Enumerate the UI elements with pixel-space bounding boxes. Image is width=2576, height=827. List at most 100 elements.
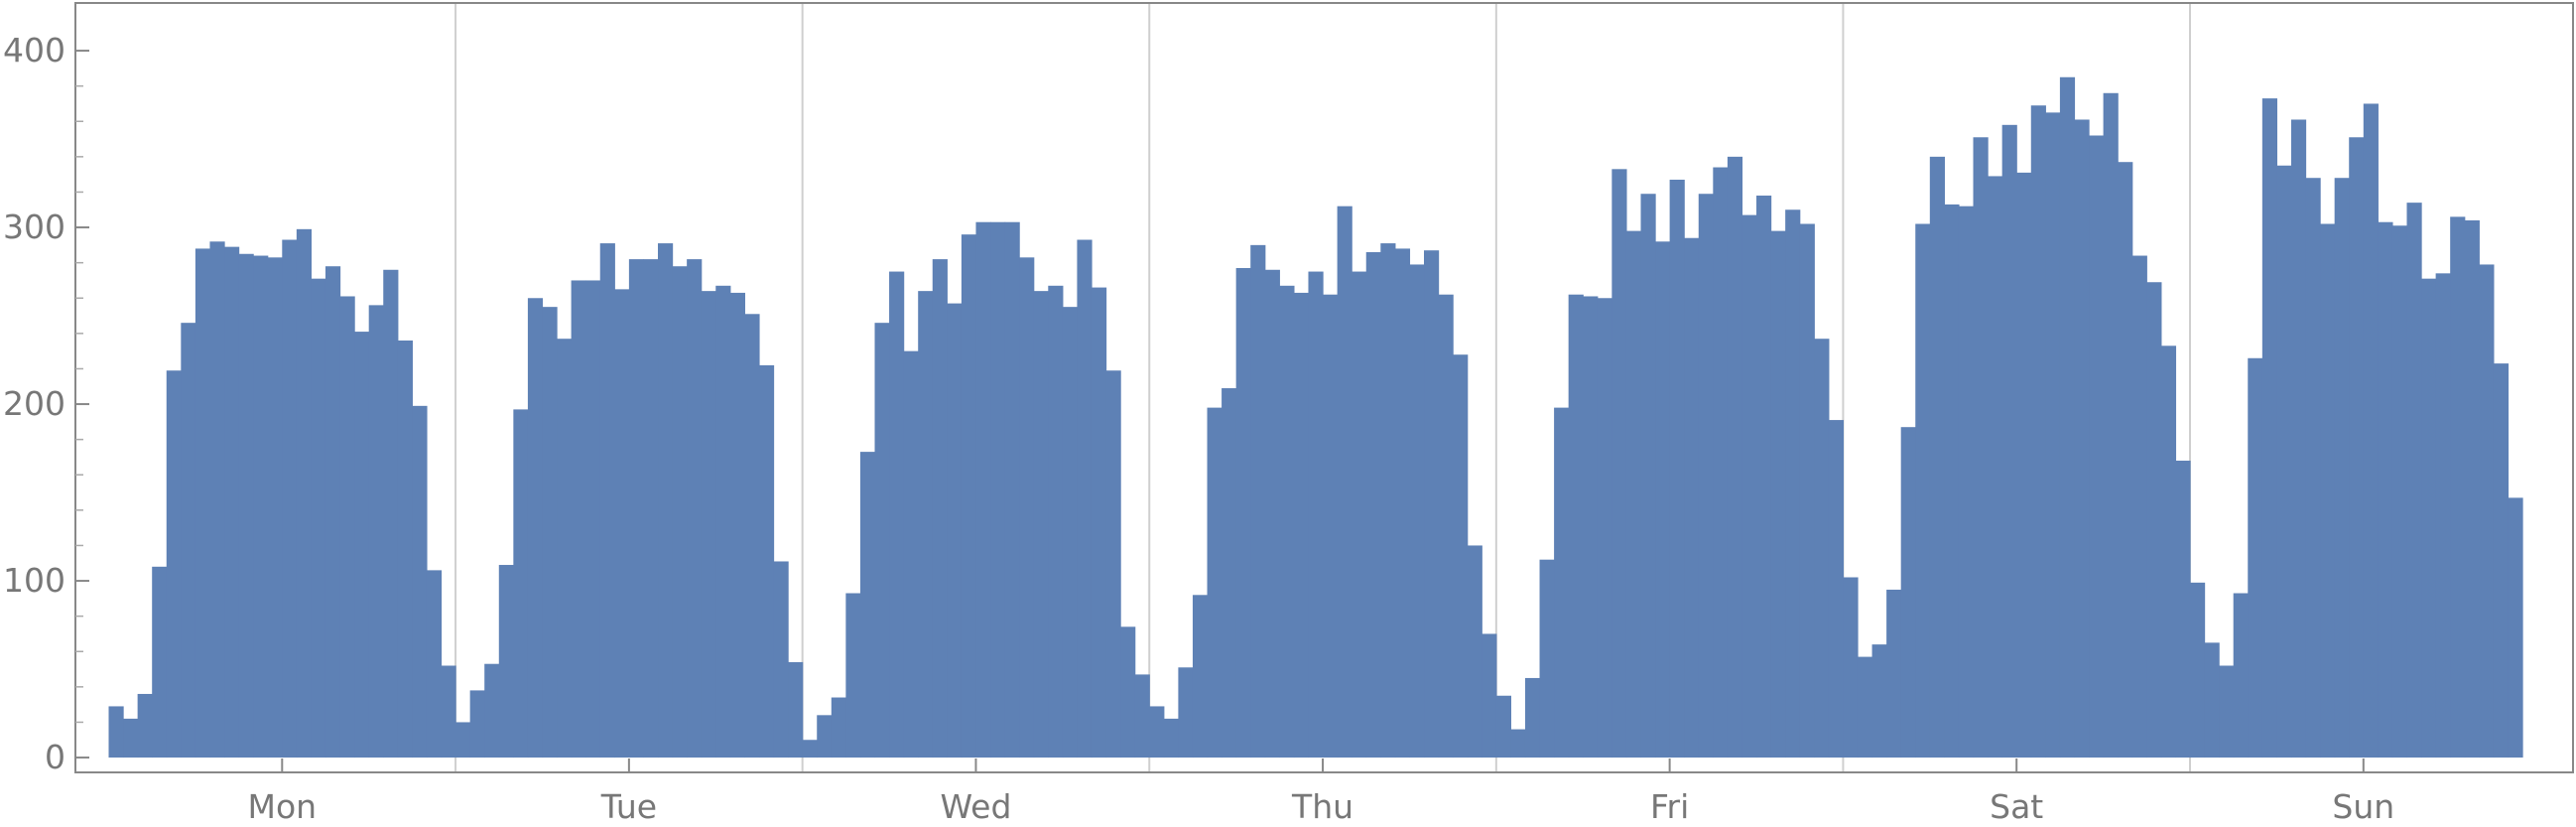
bar: [383, 269, 399, 758]
y-tick-label: 300: [3, 207, 65, 246]
bar: [1495, 695, 1512, 758]
bar: [1308, 271, 1324, 758]
bar: [2016, 172, 2032, 758]
bar: [932, 259, 948, 758]
bar: [2175, 461, 2191, 758]
bar: [1770, 230, 1786, 758]
bar: [2118, 162, 2133, 758]
bar: [2204, 642, 2220, 758]
bar: [715, 285, 731, 758]
bar: [1915, 223, 1931, 758]
bar: [687, 259, 703, 758]
bar: [1988, 176, 2003, 758]
bar: [1625, 230, 1642, 758]
bar: [1871, 644, 1887, 758]
bar: [1409, 264, 1425, 758]
bar: [209, 241, 225, 758]
bar: [947, 303, 963, 758]
plot-frame: [74, 2, 2574, 773]
bar: [181, 323, 196, 758]
bar: [2508, 497, 2523, 758]
bar: [1539, 559, 1555, 758]
grid: [454, 3, 2192, 772]
bar: [2334, 178, 2350, 758]
bar: [557, 339, 573, 758]
y-tick-label: 400: [3, 31, 65, 69]
bar: [1467, 545, 1482, 758]
bar: [2190, 582, 2206, 758]
bar: [1438, 294, 1454, 758]
bar: [296, 228, 313, 758]
bar: [152, 566, 168, 758]
bars: [108, 76, 2523, 758]
bar: [1149, 706, 1165, 758]
bar: [2219, 665, 2235, 758]
bar: [2030, 105, 2046, 758]
bar: [1727, 156, 1743, 758]
bar: [1077, 239, 1093, 758]
bar: [311, 278, 326, 758]
x-tick-label: Fri: [1650, 787, 1689, 826]
bar: [2131, 255, 2147, 758]
bar: [1033, 291, 1049, 758]
bar: [571, 280, 586, 758]
bar: [1250, 244, 1266, 758]
bar: [2146, 282, 2162, 758]
bar: [1222, 388, 1237, 758]
bar: [1655, 241, 1671, 758]
bar: [859, 452, 876, 758]
bar: [339, 296, 355, 758]
bar: [1944, 204, 1960, 758]
bar: [166, 370, 182, 758]
bar: [802, 740, 818, 758]
bar: [1264, 269, 1280, 758]
bar: [1352, 271, 1367, 758]
bar: [282, 239, 298, 758]
bar: [1207, 407, 1223, 758]
bar: [1973, 137, 1989, 758]
bar: [2349, 137, 2365, 758]
bar: [238, 253, 254, 758]
bar: [224, 246, 240, 758]
bar: [426, 570, 443, 758]
bar: [441, 665, 456, 758]
y-tick-label: 100: [3, 561, 65, 600]
bar: [599, 243, 615, 758]
bar: [2378, 221, 2393, 758]
bar: [990, 221, 1006, 758]
bar: [1568, 294, 1584, 758]
bar: [1799, 223, 1815, 758]
bar: [2233, 593, 2249, 758]
bar: [1785, 209, 1801, 758]
bar: [1886, 589, 1902, 758]
bar: [1394, 248, 1411, 758]
bar: [1019, 257, 1035, 758]
bar: [1235, 267, 1251, 758]
bar: [2103, 92, 2119, 758]
bar: [2320, 223, 2336, 758]
bar: [2261, 98, 2277, 758]
bar: [658, 243, 674, 758]
bar: [1713, 167, 1729, 758]
bar: [1857, 656, 1873, 758]
bar: [1597, 298, 1612, 758]
bar: [1134, 674, 1150, 758]
y-tick-label: 200: [3, 384, 65, 423]
y-tick-label: 0: [45, 738, 65, 776]
bar: [137, 693, 153, 758]
bar: [2290, 119, 2307, 758]
bar: [108, 706, 124, 758]
bar: [1337, 206, 1352, 758]
bar: [513, 409, 529, 758]
bar: [788, 661, 804, 758]
x-tick-label: Sun: [2332, 787, 2394, 826]
bar: [2479, 264, 2495, 758]
bar: [1004, 221, 1020, 758]
bar: [729, 292, 746, 758]
bar: [1453, 354, 1469, 758]
x-tick-label: Thu: [1291, 787, 1353, 826]
bar: [845, 593, 861, 758]
bar: [267, 257, 283, 758]
bar: [1365, 251, 1381, 758]
